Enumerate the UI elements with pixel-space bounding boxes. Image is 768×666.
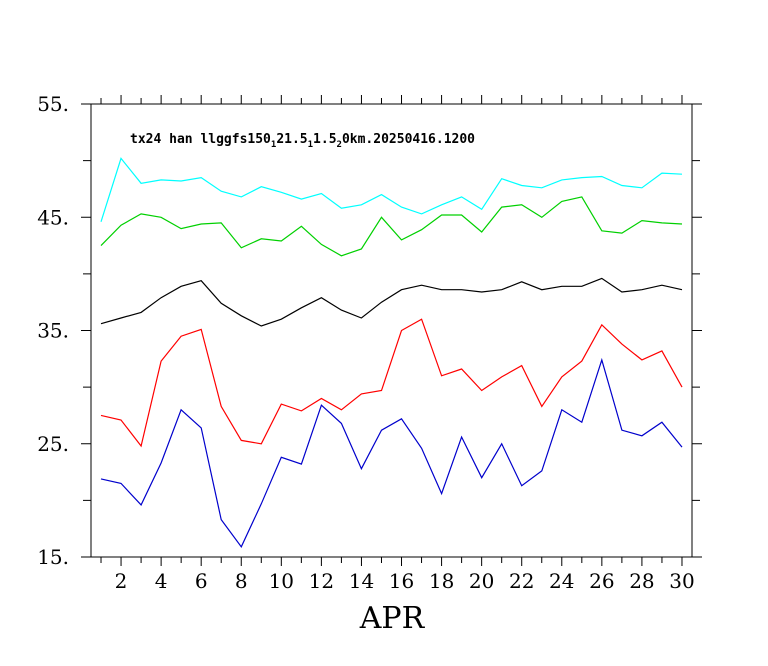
series-line-5 <box>100 357 683 548</box>
x-tick-label: 28 <box>629 569 654 593</box>
title-segment: 21.5 <box>276 132 307 147</box>
x-axis-label: APR <box>359 601 426 636</box>
x-tick-label: 8 <box>235 569 248 593</box>
series-line-3 <box>100 277 683 327</box>
series-layer <box>100 157 683 548</box>
x-tick-label: 26 <box>589 569 614 593</box>
x-tick-label: 2 <box>115 569 128 593</box>
x-tick-label: 16 <box>389 569 414 593</box>
x-tick-label: 4 <box>155 569 168 593</box>
series-line-1 <box>100 157 683 222</box>
y-tick-label: 35. <box>37 319 69 343</box>
title-segment: tx24 han llggfs150 <box>130 132 271 147</box>
title-subscript: 1 <box>271 140 276 150</box>
x-tick-label: 14 <box>349 569 374 593</box>
x-tick-label: 18 <box>429 569 454 593</box>
x-tick-label: 12 <box>309 569 334 593</box>
x-tick-label: 24 <box>549 569 574 593</box>
title-subscript: 1 <box>308 140 313 150</box>
x-tick-label: 22 <box>509 569 534 593</box>
title-subscript: 2 <box>337 140 342 150</box>
y-tick-label: 15. <box>37 545 69 569</box>
x-tick-label: 6 <box>195 569 208 593</box>
chart-title: tx24 han llggfs150121.511.520km.20250416… <box>130 132 475 150</box>
y-tick-label: 25. <box>37 432 69 456</box>
plot-frame <box>90 103 693 558</box>
series-line-2 <box>100 196 683 257</box>
title-segment: 0km.20250416.1200 <box>342 132 475 147</box>
series-line-4 <box>100 318 683 448</box>
axis-ticks <box>81 95 702 566</box>
title-segment: 1.5 <box>313 132 336 147</box>
x-tick-labels: 2 4 6 8 10 12 14 16 18 20 22 24 26 28 30 <box>115 569 695 593</box>
y-tick-label: 45. <box>37 205 69 229</box>
x-tick-label: 10 <box>269 569 294 593</box>
y-tick-labels: 15. 25. 35. 45. 55. <box>37 92 69 569</box>
y-tick-label: 55. <box>37 92 69 116</box>
x-tick-label: 30 <box>669 569 694 593</box>
x-tick-label: 20 <box>469 569 494 593</box>
